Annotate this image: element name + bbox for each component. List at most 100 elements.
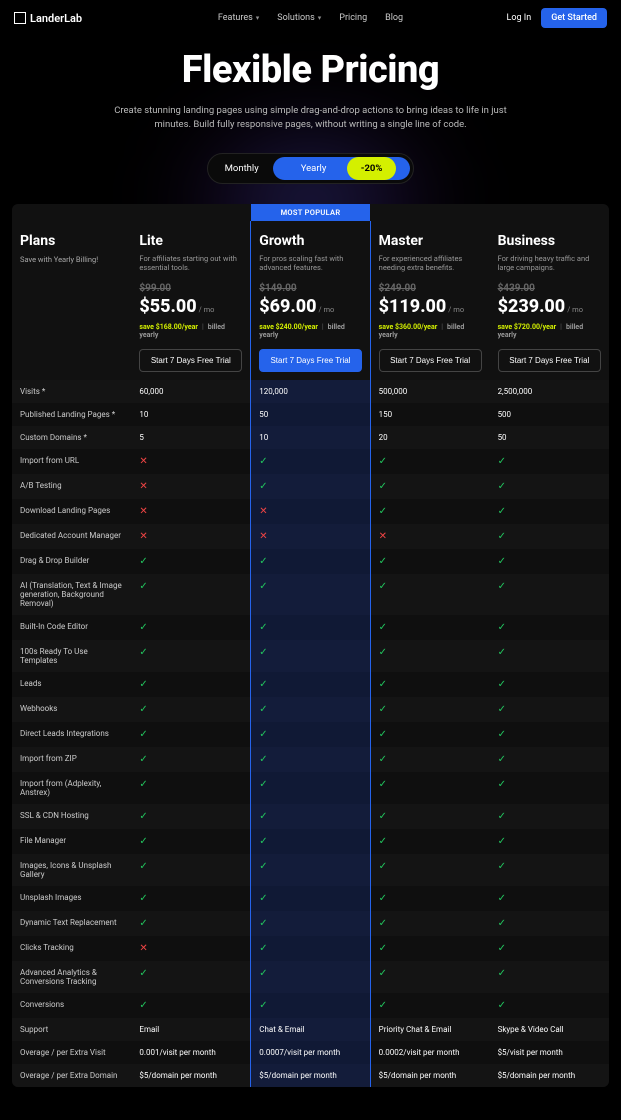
check-icon: ✓: [490, 961, 609, 993]
nav-blog[interactable]: Blog: [385, 13, 403, 23]
check-icon: ✓: [251, 772, 370, 804]
cross-icon: ✕: [131, 449, 250, 474]
check-icon: ✓: [131, 961, 250, 993]
feature-row: Advanced Analytics & Conversions Trackin…: [12, 961, 609, 993]
plans-header: Plans Save with Yearly Billing!: [12, 221, 131, 381]
plan-lite: LiteFor affiliates starting out with ess…: [131, 221, 250, 381]
nav-pricing[interactable]: Pricing: [339, 13, 367, 23]
old-price: $149.00: [259, 283, 361, 294]
plan-master: MasterFor experienced affiliates needing…: [370, 221, 489, 381]
feature-label: Import from URL: [12, 449, 131, 474]
check-icon: ✓: [370, 804, 489, 829]
feature-row: Unsplash Images✓✓✓✓: [12, 886, 609, 911]
check-icon: ✓: [490, 499, 609, 524]
check-icon: ✓: [490, 449, 609, 474]
feature-value: 50: [251, 403, 370, 426]
feature-value: Chat & Email: [251, 1018, 370, 1041]
cross-icon: ✕: [251, 499, 370, 524]
check-icon: ✓: [251, 993, 370, 1018]
check-icon: ✓: [131, 829, 250, 854]
toggle-yearly[interactable]: Yearly -20%: [273, 157, 411, 180]
price: $239.00/ mo: [498, 296, 601, 317]
check-icon: ✓: [131, 574, 250, 615]
check-icon: ✓: [370, 549, 489, 574]
feature-label: Dynamic Text Replacement: [12, 911, 131, 936]
page-subtitle: Create stunning landing pages using simp…: [111, 104, 511, 133]
check-icon: ✓: [490, 993, 609, 1018]
feature-row: Download Landing Pages✕✕✓✓: [12, 499, 609, 524]
start-trial-button[interactable]: Start 7 Days Free Trial: [259, 349, 361, 372]
feature-row: Overage / per Extra Domain$5/domain per …: [12, 1064, 609, 1087]
feature-label: Drag & Drop Builder: [12, 549, 131, 574]
check-icon: ✓: [131, 993, 250, 1018]
check-icon: ✓: [490, 886, 609, 911]
check-icon: ✓: [370, 911, 489, 936]
check-icon: ✓: [370, 886, 489, 911]
pricing-table: MOST POPULAR Plans Save with Yearly Bill…: [12, 204, 609, 1088]
check-icon: ✓: [131, 854, 250, 886]
plan-desc: For pros scaling fast with advanced feat…: [259, 254, 361, 274]
nav-features[interactable]: Features▾: [218, 13, 259, 23]
cross-icon: ✕: [131, 499, 250, 524]
feature-row: Import from ZIP✓✓✓✓: [12, 747, 609, 772]
cross-icon: ✕: [370, 524, 489, 549]
check-icon: ✓: [490, 474, 609, 499]
check-icon: ✓: [490, 829, 609, 854]
cross-icon: ✕: [131, 524, 250, 549]
check-icon: ✓: [251, 615, 370, 640]
plan-business: BusinessFor driving heavy traffic and la…: [490, 221, 609, 381]
cross-icon: ✕: [251, 524, 370, 549]
check-icon: ✓: [131, 804, 250, 829]
feature-value: 5: [131, 426, 250, 449]
feature-value: Skype & Video Call: [490, 1018, 609, 1041]
feature-value: 0.001/visit per month: [131, 1041, 250, 1064]
get-started-button[interactable]: Get Started: [541, 8, 607, 28]
chevron-down-icon: ▾: [318, 14, 322, 22]
feature-value: 500: [490, 403, 609, 426]
feature-label: File Manager: [12, 829, 131, 854]
start-trial-button[interactable]: Start 7 Days Free Trial: [139, 349, 242, 372]
old-price: $249.00: [379, 283, 482, 294]
feature-row: Direct Leads Integrations✓✓✓✓: [12, 722, 609, 747]
feature-label: Overage / per Extra Visit: [12, 1041, 131, 1064]
check-icon: ✓: [251, 640, 370, 672]
check-icon: ✓: [251, 854, 370, 886]
check-icon: ✓: [490, 936, 609, 961]
check-icon: ✓: [490, 672, 609, 697]
feature-label: Leads: [12, 672, 131, 697]
feature-label: AI (Translation, Text & Image generation…: [12, 574, 131, 615]
feature-value: 10: [251, 426, 370, 449]
check-icon: ✓: [370, 936, 489, 961]
start-trial-button[interactable]: Start 7 Days Free Trial: [498, 349, 601, 372]
login-link[interactable]: Log In: [507, 13, 532, 23]
check-icon: ✓: [370, 854, 489, 886]
check-icon: ✓: [251, 449, 370, 474]
check-icon: ✓: [370, 499, 489, 524]
check-icon: ✓: [490, 640, 609, 672]
check-icon: ✓: [251, 886, 370, 911]
feature-row: Clicks Tracking✕✓✓✓: [12, 936, 609, 961]
nav-solutions[interactable]: Solutions▾: [277, 13, 321, 23]
toggle-monthly[interactable]: Monthly: [211, 157, 273, 180]
check-icon: ✓: [370, 722, 489, 747]
feature-label: Support: [12, 1018, 131, 1041]
start-trial-button[interactable]: Start 7 Days Free Trial: [379, 349, 482, 372]
billing-toggle: Monthly Yearly -20%: [207, 153, 415, 184]
check-icon: ✓: [370, 772, 489, 804]
logo[interactable]: LanderLab: [14, 12, 82, 25]
header: LanderLab Features▾ Solutions▾ Pricing B…: [0, 0, 621, 36]
feature-label: Published Landing Pages *: [12, 403, 131, 426]
check-icon: ✓: [131, 640, 250, 672]
check-icon: ✓: [251, 574, 370, 615]
auth-actions: Log In Get Started: [507, 8, 607, 28]
feature-row: Dynamic Text Replacement✓✓✓✓: [12, 911, 609, 936]
feature-label: SSL & CDN Hosting: [12, 804, 131, 829]
check-icon: ✓: [131, 772, 250, 804]
check-icon: ✓: [490, 615, 609, 640]
feature-row: 100s Ready To Use Templates✓✓✓✓: [12, 640, 609, 672]
feature-label: Dedicated Account Manager: [12, 524, 131, 549]
old-price: $439.00: [498, 283, 601, 294]
feature-row: Leads✓✓✓✓: [12, 672, 609, 697]
check-icon: ✓: [370, 449, 489, 474]
price: $69.00/ mo: [259, 296, 361, 317]
